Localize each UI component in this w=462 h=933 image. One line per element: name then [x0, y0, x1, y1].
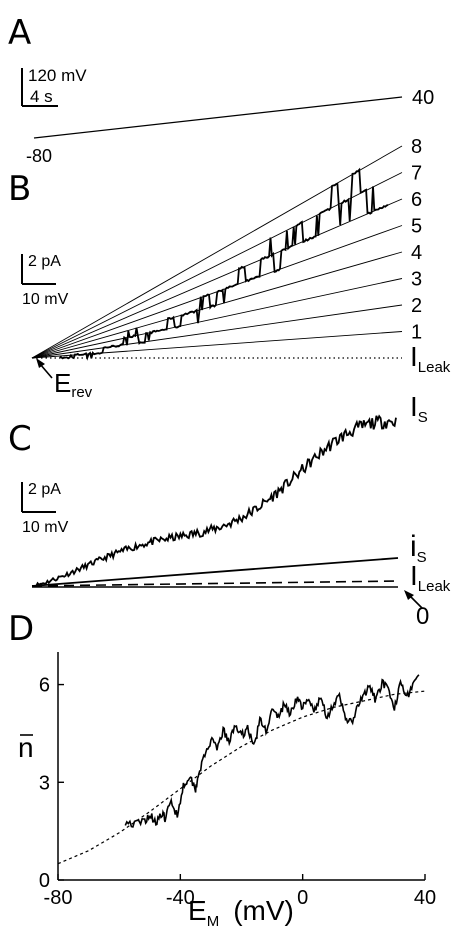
reference-lines-b — [31, 145, 403, 359]
leak-label-c-main: I — [410, 560, 418, 591]
panel-letter-b: B — [8, 169, 31, 209]
leak-label-b-sub: Leak — [418, 359, 451, 376]
reference-label-6: 6 — [411, 189, 422, 211]
reference-label-3: 3 — [411, 269, 422, 291]
x-axis-label-main: E — [188, 895, 207, 926]
erev-label: Erev — [54, 368, 93, 401]
reference-line-8 — [31, 145, 403, 359]
scale-a-h-label: 4 s — [30, 87, 53, 106]
y-tick-label-0: 0 — [39, 870, 50, 892]
erev-marker: Erev — [36, 358, 93, 401]
reference-line-1 — [31, 331, 403, 359]
macroscopic-current-trace — [32, 414, 397, 587]
axes-d — [57, 652, 425, 881]
panel-letter-d: D — [8, 609, 34, 649]
panel-letter-a: A — [8, 13, 31, 53]
reference-line-7 — [31, 172, 403, 359]
panel-letter-c: C — [8, 419, 32, 459]
reference-line-3 — [31, 278, 403, 359]
erev-label-main: E — [54, 368, 71, 398]
leak-label-c: ILeak — [410, 560, 451, 595]
x-axis-label-unit: (mV) — [233, 895, 294, 926]
unitary-current-line — [31, 557, 399, 587]
reference-line-4 — [31, 251, 403, 359]
reference-line-2 — [31, 304, 403, 359]
x-axis-label: EM (mV) — [188, 895, 294, 930]
unitary-label-sub: S — [417, 549, 427, 566]
y-tick-label-6: 6 — [39, 675, 50, 697]
is-total-label-main: I — [410, 391, 418, 422]
leak-label-c-sub: Leak — [418, 578, 451, 595]
x-tick-label--40: -40 — [166, 887, 195, 909]
scale-bar-c: 2 pA 10 mV — [21, 481, 69, 536]
reference-label-7: 7 — [411, 163, 422, 185]
reference-line-6 — [31, 198, 403, 359]
open-channel-trace — [124, 674, 420, 828]
reference-label-2: 2 — [411, 295, 422, 317]
ramp-end-label: 40 — [412, 87, 434, 109]
reference-label-1: 1 — [411, 322, 422, 344]
is-total-label-sub: S — [418, 409, 428, 426]
single-channel-trace — [59, 167, 389, 361]
ramp-start-label: -80 — [26, 146, 52, 166]
zero-marker: 0 — [404, 590, 429, 630]
y-tick-label-3: 3 — [39, 772, 50, 794]
is-total-label: IS — [410, 391, 428, 426]
x-tick-label-40: 40 — [414, 887, 436, 909]
erev-label-sub: rev — [71, 384, 92, 401]
reference-label-5: 5 — [411, 216, 422, 238]
zero-arrow-head — [404, 590, 414, 600]
zero-label: 0 — [416, 603, 429, 630]
x-tick-label-0: 0 — [297, 887, 308, 909]
erev-arrow-head — [36, 358, 45, 368]
scale-a-v-label: 120 mV — [28, 66, 87, 85]
scale-b-h-label: 10 mV — [22, 291, 69, 308]
zero-arrow-line — [409, 595, 423, 609]
scale-b-v-label: 2 pA — [28, 253, 61, 270]
scale-c-v-label: 2 pA — [28, 481, 61, 498]
x-axis-label-sub: M — [207, 913, 220, 930]
reference-label-8: 8 — [411, 136, 422, 158]
x-tick-label--80: -80 — [44, 887, 73, 909]
unitary-label: iS — [410, 530, 427, 566]
scale-bar-a: 120 mV 4 s — [21, 66, 87, 107]
scale-bar-b: 2 pA 10 mV — [21, 253, 69, 308]
y-axis-label-d: n — [18, 732, 34, 763]
leak-label-b: ILeak — [410, 341, 451, 376]
unitary-label-main: i — [410, 530, 417, 563]
fit-curve — [57, 690, 426, 865]
ticks-d: -80 -40 0 40 0 3 6 — [39, 675, 436, 909]
leak-label-b-main: I — [410, 341, 418, 372]
reference-labels-b: 8 7 6 5 4 3 2 1 — [411, 136, 422, 344]
erev-arrow-line — [39, 363, 53, 379]
reference-label-4: 4 — [411, 242, 422, 264]
voltage-ramp-line — [33, 96, 403, 139]
leak-line-c — [31, 580, 399, 587]
y-axis-label: n — [18, 732, 34, 763]
scale-c-h-label: 10 mV — [22, 519, 69, 536]
